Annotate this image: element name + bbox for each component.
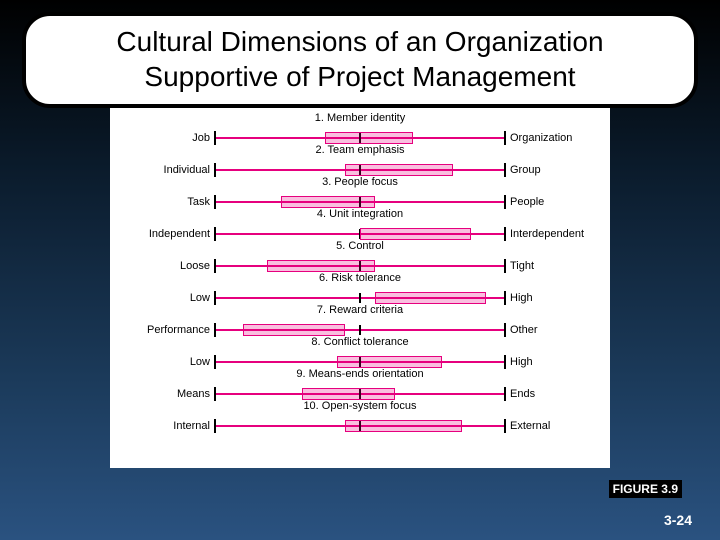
right-anchor-label: Ends xyxy=(506,388,602,400)
left-anchor-label: Loose xyxy=(118,260,214,272)
tick-left xyxy=(214,259,216,273)
left-anchor-label: Means xyxy=(118,388,214,400)
dimension-name: 8. Conflict tolerance xyxy=(214,336,506,348)
highlight-band xyxy=(302,388,395,400)
tick-right xyxy=(504,227,506,241)
left-anchor-label: Individual xyxy=(118,164,214,176)
tick-right xyxy=(504,131,506,145)
tick-right xyxy=(504,323,506,337)
title-line-1: Cultural Dimensions of an Organization xyxy=(46,24,674,59)
left-anchor-label: Low xyxy=(118,292,214,304)
left-anchor-label: Low xyxy=(118,356,214,368)
right-anchor-label: External xyxy=(506,420,602,432)
dimension-name: 7. Reward criteria xyxy=(214,304,506,316)
tick-left xyxy=(214,163,216,177)
dimension-name: 2. Team emphasis xyxy=(214,144,506,156)
highlight-band xyxy=(360,228,471,240)
left-anchor-label: Internal xyxy=(118,420,214,432)
figure-caption: FIGURE 3.9 xyxy=(609,480,682,498)
tick-right xyxy=(504,259,506,273)
dimension-name: 5. Control xyxy=(214,240,506,252)
right-anchor-label: Organization xyxy=(506,132,602,144)
dimension-name: 1. Member identity xyxy=(214,112,506,124)
left-anchor-label: Independent xyxy=(118,228,214,240)
dimension-row: Internal10. Open-system focusExternal xyxy=(118,410,602,442)
tick-left xyxy=(214,419,216,433)
tick-right xyxy=(504,163,506,177)
dimension-name: 10. Open-system focus xyxy=(214,400,506,412)
tick-right xyxy=(504,387,506,401)
left-anchor-label: Task xyxy=(118,196,214,208)
left-anchor-label: Performance xyxy=(118,324,214,336)
dimension-name: 9. Means-ends orientation xyxy=(214,368,506,380)
tick-left xyxy=(214,227,216,241)
tick-left xyxy=(214,291,216,305)
right-anchor-label: Other xyxy=(506,324,602,336)
right-anchor-label: Interdependent xyxy=(506,228,602,240)
page-number: 3-24 xyxy=(664,512,692,528)
dimension-axis: 10. Open-system focus xyxy=(214,410,506,442)
highlight-band xyxy=(345,164,453,176)
highlight-band xyxy=(375,292,486,304)
tick-left xyxy=(214,195,216,209)
right-anchor-label: High xyxy=(506,356,602,368)
highlight-band xyxy=(267,260,375,272)
dimension-name: 3. People focus xyxy=(214,176,506,188)
dimension-name: 6. Risk tolerance xyxy=(214,272,506,284)
tick-left xyxy=(214,355,216,369)
tick-mid xyxy=(359,293,361,303)
highlight-band xyxy=(345,420,462,432)
left-anchor-label: Job xyxy=(118,132,214,144)
tick-left xyxy=(214,131,216,145)
right-anchor-label: People xyxy=(506,196,602,208)
tick-right xyxy=(504,195,506,209)
title-line-2: Supportive of Project Management xyxy=(46,59,674,94)
tick-right xyxy=(504,419,506,433)
tick-right xyxy=(504,355,506,369)
highlight-band xyxy=(325,132,413,144)
highlight-band xyxy=(243,324,345,336)
tick-left xyxy=(214,387,216,401)
right-anchor-label: Group xyxy=(506,164,602,176)
dimension-name: 4. Unit integration xyxy=(214,208,506,220)
tick-right xyxy=(504,291,506,305)
dimensions-chart: Job1. Member identityOrganization Individ… xyxy=(110,108,610,468)
tick-mid xyxy=(359,325,361,335)
highlight-band xyxy=(281,196,374,208)
highlight-band xyxy=(337,356,442,368)
slide-title-box: Cultural Dimensions of an Organization S… xyxy=(22,12,698,108)
right-anchor-label: Tight xyxy=(506,260,602,272)
right-anchor-label: High xyxy=(506,292,602,304)
tick-left xyxy=(214,323,216,337)
